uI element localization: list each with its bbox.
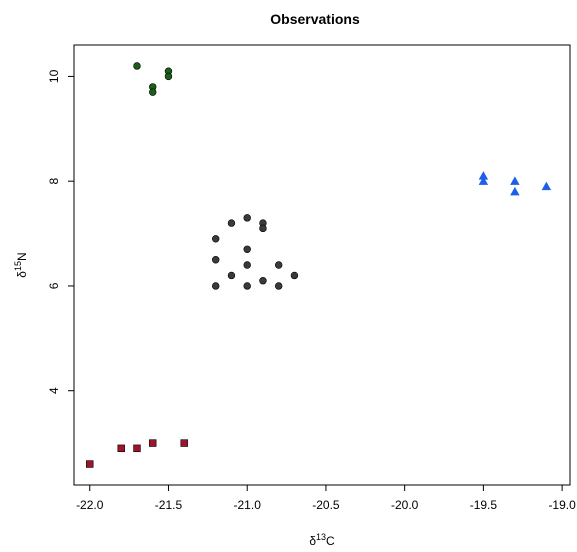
- series-3: [86, 439, 188, 468]
- x-axis: -22.0 -21.5 -21.0 -20.5 -20.0 -19.5 -19.0: [76, 485, 576, 512]
- data-point: [243, 261, 251, 269]
- x-tick-label: -20.0: [391, 498, 419, 512]
- x-tick-label: -20.5: [312, 498, 340, 512]
- data-points: [86, 62, 552, 468]
- y-axis-title: δ15N: [13, 252, 29, 277]
- data-point: [164, 72, 173, 81]
- x-axis-title-suffix: C: [326, 534, 335, 548]
- data-point: [227, 219, 236, 227]
- y-axis-title-prefix: δ: [15, 271, 29, 278]
- data-point: [259, 277, 267, 285]
- y-tick-label: 6: [47, 282, 61, 289]
- data-point: [212, 256, 220, 264]
- series-0: [133, 62, 173, 96]
- data-point: [227, 271, 236, 280]
- data-point: [510, 186, 520, 196]
- data-point: [117, 444, 125, 453]
- x-tick-label: -21.0: [234, 498, 262, 512]
- data-point: [259, 224, 267, 233]
- data-point: [180, 439, 188, 447]
- series-2: [212, 214, 299, 290]
- data-point: [133, 62, 141, 70]
- y-tick-label: 4: [47, 387, 61, 394]
- data-point: [86, 460, 94, 468]
- x-axis-title-sup: 13: [316, 532, 326, 542]
- data-point: [149, 439, 157, 447]
- x-axis-title: δ13C: [309, 532, 335, 548]
- data-point: [274, 261, 283, 269]
- data-point: [290, 271, 299, 280]
- data-point: [478, 176, 489, 185]
- x-tick-label: -19.5: [470, 498, 498, 512]
- data-point: [274, 282, 283, 290]
- data-point: [149, 88, 157, 96]
- data-point: [212, 235, 220, 243]
- data-point: [541, 181, 552, 191]
- data-point: [243, 282, 251, 290]
- data-point: [133, 444, 141, 453]
- plot-frame: [73, 44, 571, 486]
- y-tick-label: 10: [47, 69, 61, 83]
- series-1: [478, 171, 552, 196]
- y-axis-title-sup: 15: [13, 261, 23, 271]
- data-point: [243, 214, 251, 222]
- x-tick-label: -22.0: [76, 498, 104, 512]
- y-axis: 4 6 8 10: [47, 69, 74, 394]
- x-axis-title-prefix: δ: [309, 534, 316, 548]
- data-point: [243, 245, 251, 253]
- x-tick-label: -21.5: [155, 498, 183, 512]
- x-tick-label: -19.0: [548, 498, 576, 512]
- y-axis-title-suffix: N: [15, 252, 29, 261]
- data-point: [510, 176, 520, 185]
- data-point: [212, 282, 220, 290]
- chart-title: Observations: [270, 11, 360, 27]
- y-tick-label: 8: [47, 178, 61, 185]
